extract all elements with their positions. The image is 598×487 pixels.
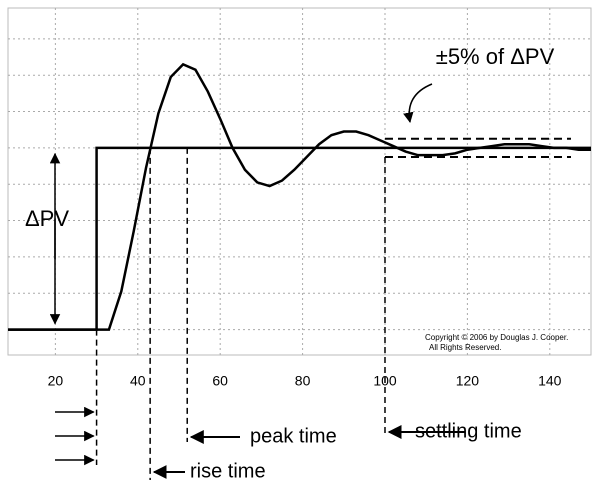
- x-tick-label: 60: [212, 373, 228, 389]
- x-tick-label: 40: [130, 373, 146, 389]
- copyright: All Rights Reserved.: [429, 343, 501, 352]
- plot-area: [7, 7, 592, 356]
- band-arrow: [403, 83, 433, 124]
- marker-label: peak time: [250, 425, 337, 447]
- copyright: Copyright © 2006 by Douglas J. Cooper.: [425, 333, 568, 342]
- x-tick-label: 120: [456, 373, 480, 389]
- x-tick-label: 80: [295, 373, 311, 389]
- band-label: ±5% of ΔPV: [436, 44, 555, 69]
- x-tick-label: 140: [538, 373, 562, 389]
- x-tick-label: 20: [48, 373, 64, 389]
- marker-label: rise time: [190, 460, 266, 482]
- marker-label: settling time: [415, 420, 522, 442]
- delta-label: ΔPV: [25, 206, 69, 231]
- line-series: [8, 62, 591, 331]
